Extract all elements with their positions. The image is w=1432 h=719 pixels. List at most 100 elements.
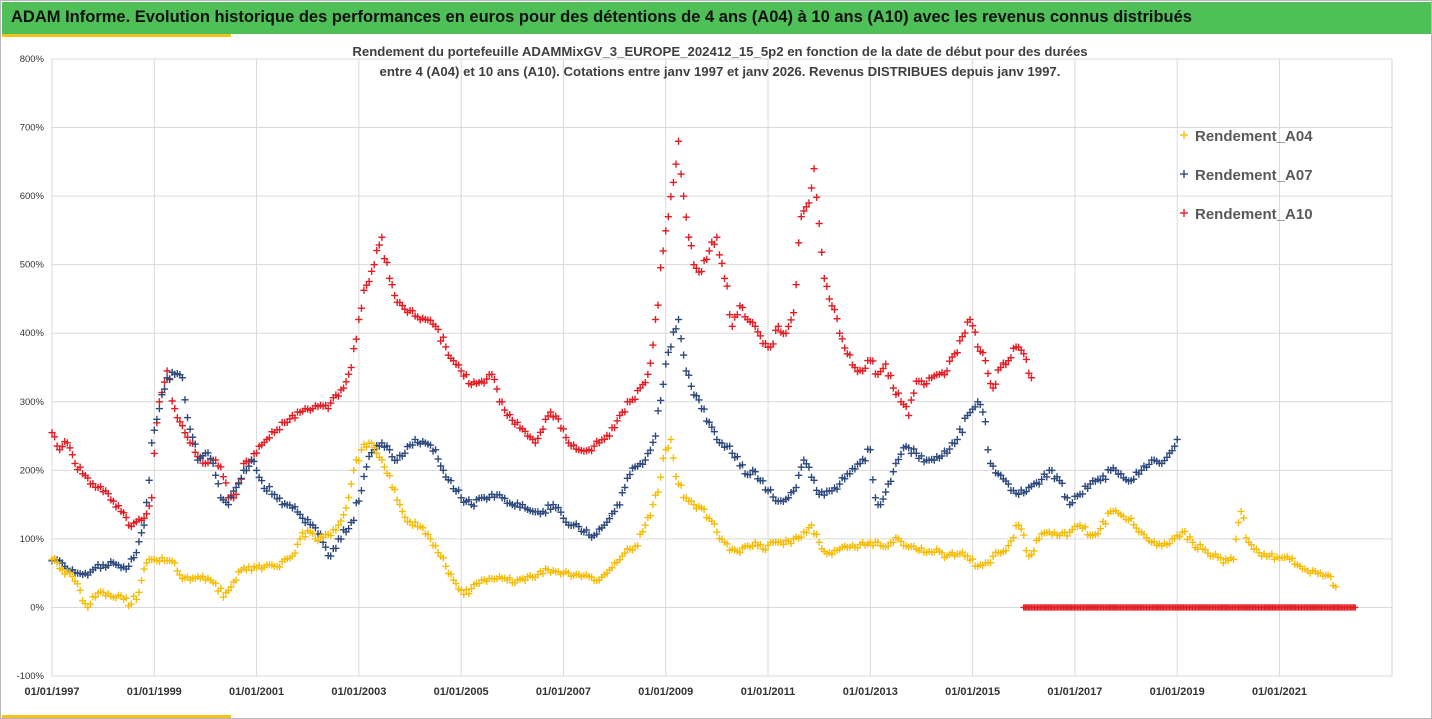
point-Rendement_A04 xyxy=(669,454,678,462)
point-Rendement_A10 xyxy=(651,315,660,324)
point-Rendement_A10 xyxy=(953,349,961,357)
point-Rendement_A10 xyxy=(703,255,711,263)
y-tick-label: 400% xyxy=(20,328,45,339)
point-Rendement_A07 xyxy=(971,403,979,411)
point-Rendement_A07 xyxy=(805,463,813,471)
header-title: ADAM Informe. Evolution historique des p… xyxy=(11,8,1192,26)
point-Rendement_A07 xyxy=(1048,466,1056,474)
point-Rendement_A04 xyxy=(309,529,317,538)
point-Rendement_A07 xyxy=(153,415,161,423)
point-Rendement_A07 xyxy=(541,509,550,517)
point-Rendement_A07 xyxy=(1112,466,1120,474)
point-Rendement_A10 xyxy=(148,494,156,502)
header-bar: ADAM Informe. Evolution historique des p… xyxy=(2,2,1431,34)
point-Rendement_A10 xyxy=(790,309,798,317)
point-Rendement_A07 xyxy=(224,501,233,509)
x-tick-label: 01/01/2011 xyxy=(741,686,795,698)
point-Rendement_A04 xyxy=(291,549,299,557)
point-Rendement_A10 xyxy=(943,367,951,375)
legend-item-Rendement_A04: Rendement_A04 xyxy=(1180,128,1313,145)
point-Rendement_A07 xyxy=(894,455,903,464)
point-Rendement_A07 xyxy=(1096,477,1105,485)
point-Rendement_A04 xyxy=(1268,550,1276,558)
point-Rendement_A07 xyxy=(695,396,703,404)
point-Rendement_A07 xyxy=(166,375,174,384)
point-Rendement_A10 xyxy=(570,441,578,449)
point-Rendement_A10 xyxy=(697,267,706,276)
point-Rendement_A10 xyxy=(917,377,926,385)
point-Rendement_A10 xyxy=(774,322,782,330)
point-Rendement_A04 xyxy=(332,526,340,534)
point-Rendement_A04 xyxy=(380,463,389,471)
point-Rendement_A04 xyxy=(639,528,647,536)
point-Rendement_A04 xyxy=(1229,555,1238,564)
header-accent-underline xyxy=(2,34,231,37)
point-Rendement_A04 xyxy=(521,576,529,584)
point-Rendement_A10 xyxy=(483,375,491,383)
point-Rendement_A10 xyxy=(662,227,670,235)
point-Rendement_A04 xyxy=(664,444,672,452)
grid-layer xyxy=(51,58,1393,677)
point-Rendement_A10 xyxy=(969,322,977,330)
point-Rendement_A07 xyxy=(784,494,793,502)
point-Rendement_A10 xyxy=(76,463,84,471)
x-tick-label: 01/01/2019 xyxy=(1150,686,1205,698)
point-Rendement_A10 xyxy=(657,264,665,272)
point-Rendement_A10 xyxy=(437,337,445,345)
point-Rendement_A07 xyxy=(140,521,148,529)
point-Rendement_A04 xyxy=(1237,507,1245,516)
point-Rendement_A10 xyxy=(621,408,629,416)
point-Rendement_A10 xyxy=(667,193,675,201)
point-Rendement_A07 xyxy=(733,453,741,461)
point-Rendement_A07 xyxy=(575,522,583,531)
point-Rendement_A10 xyxy=(907,396,915,404)
point-Rendement_A10 xyxy=(830,305,839,314)
point-Rendement_A04 xyxy=(370,444,378,452)
point-Rendement_A04 xyxy=(393,496,401,504)
point-Rendement_A10 xyxy=(442,343,450,351)
point-Rendement_A10 xyxy=(181,429,189,437)
legend-label: Rendement_A10 xyxy=(1195,206,1313,223)
point-Rendement_A10 xyxy=(851,363,859,372)
point-Rendement_A07 xyxy=(275,494,284,502)
point-Rendement_A07 xyxy=(204,449,212,457)
point-Rendement_A04 xyxy=(434,549,442,557)
point-Rendement_A10 xyxy=(219,473,227,481)
point-Rendement_A04 xyxy=(1176,533,1184,541)
point-Rendement_A04 xyxy=(815,538,823,546)
point-Rendement_A10 xyxy=(945,357,954,365)
point-Rendement_A10 xyxy=(204,459,212,467)
point-Rendement_A04 xyxy=(646,512,654,520)
point-Rendement_A07 xyxy=(1015,490,1023,498)
series-Rendement_A04 xyxy=(48,435,1340,612)
point-Rendement_A07 xyxy=(836,480,844,488)
point-Rendement_A04 xyxy=(91,593,100,601)
point-Rendement_A10 xyxy=(68,451,77,459)
point-Rendement_A10 xyxy=(498,398,506,406)
point-Rendement_A07 xyxy=(355,497,363,505)
point-Rendement_A04 xyxy=(1017,525,1025,533)
point-Rendement_A04 xyxy=(1242,534,1250,542)
point-Rendement_A07 xyxy=(332,544,340,552)
point-Rendement_A10 xyxy=(155,398,164,406)
point-Rendement_A04 xyxy=(1004,542,1013,550)
point-Rendement_A04 xyxy=(212,579,220,588)
point-Rendement_A07 xyxy=(605,514,614,523)
point-Rendement_A04 xyxy=(710,520,718,528)
point-Rendement_A10 xyxy=(672,160,680,168)
point-Rendement_A10 xyxy=(521,427,529,435)
point-Rendement_A10 xyxy=(501,406,509,414)
point-Rendement_A04 xyxy=(176,571,184,579)
point-Rendement_A10 xyxy=(605,432,614,440)
point-Rendement_A07 xyxy=(125,562,133,570)
point-Rendement_A07 xyxy=(953,435,961,444)
point-Rendement_A07 xyxy=(447,477,455,485)
point-Rendement_A10 xyxy=(738,303,747,312)
point-Rendement_A10 xyxy=(1020,350,1028,358)
point-Rendement_A10 xyxy=(291,414,299,422)
point-Rendement_A07 xyxy=(362,463,371,471)
point-Rendement_A10 xyxy=(457,367,465,375)
x-tick-label: 01/01/1997 xyxy=(24,686,79,698)
point-Rendement_A10 xyxy=(971,328,979,336)
point-Rendement_A07 xyxy=(155,405,164,413)
